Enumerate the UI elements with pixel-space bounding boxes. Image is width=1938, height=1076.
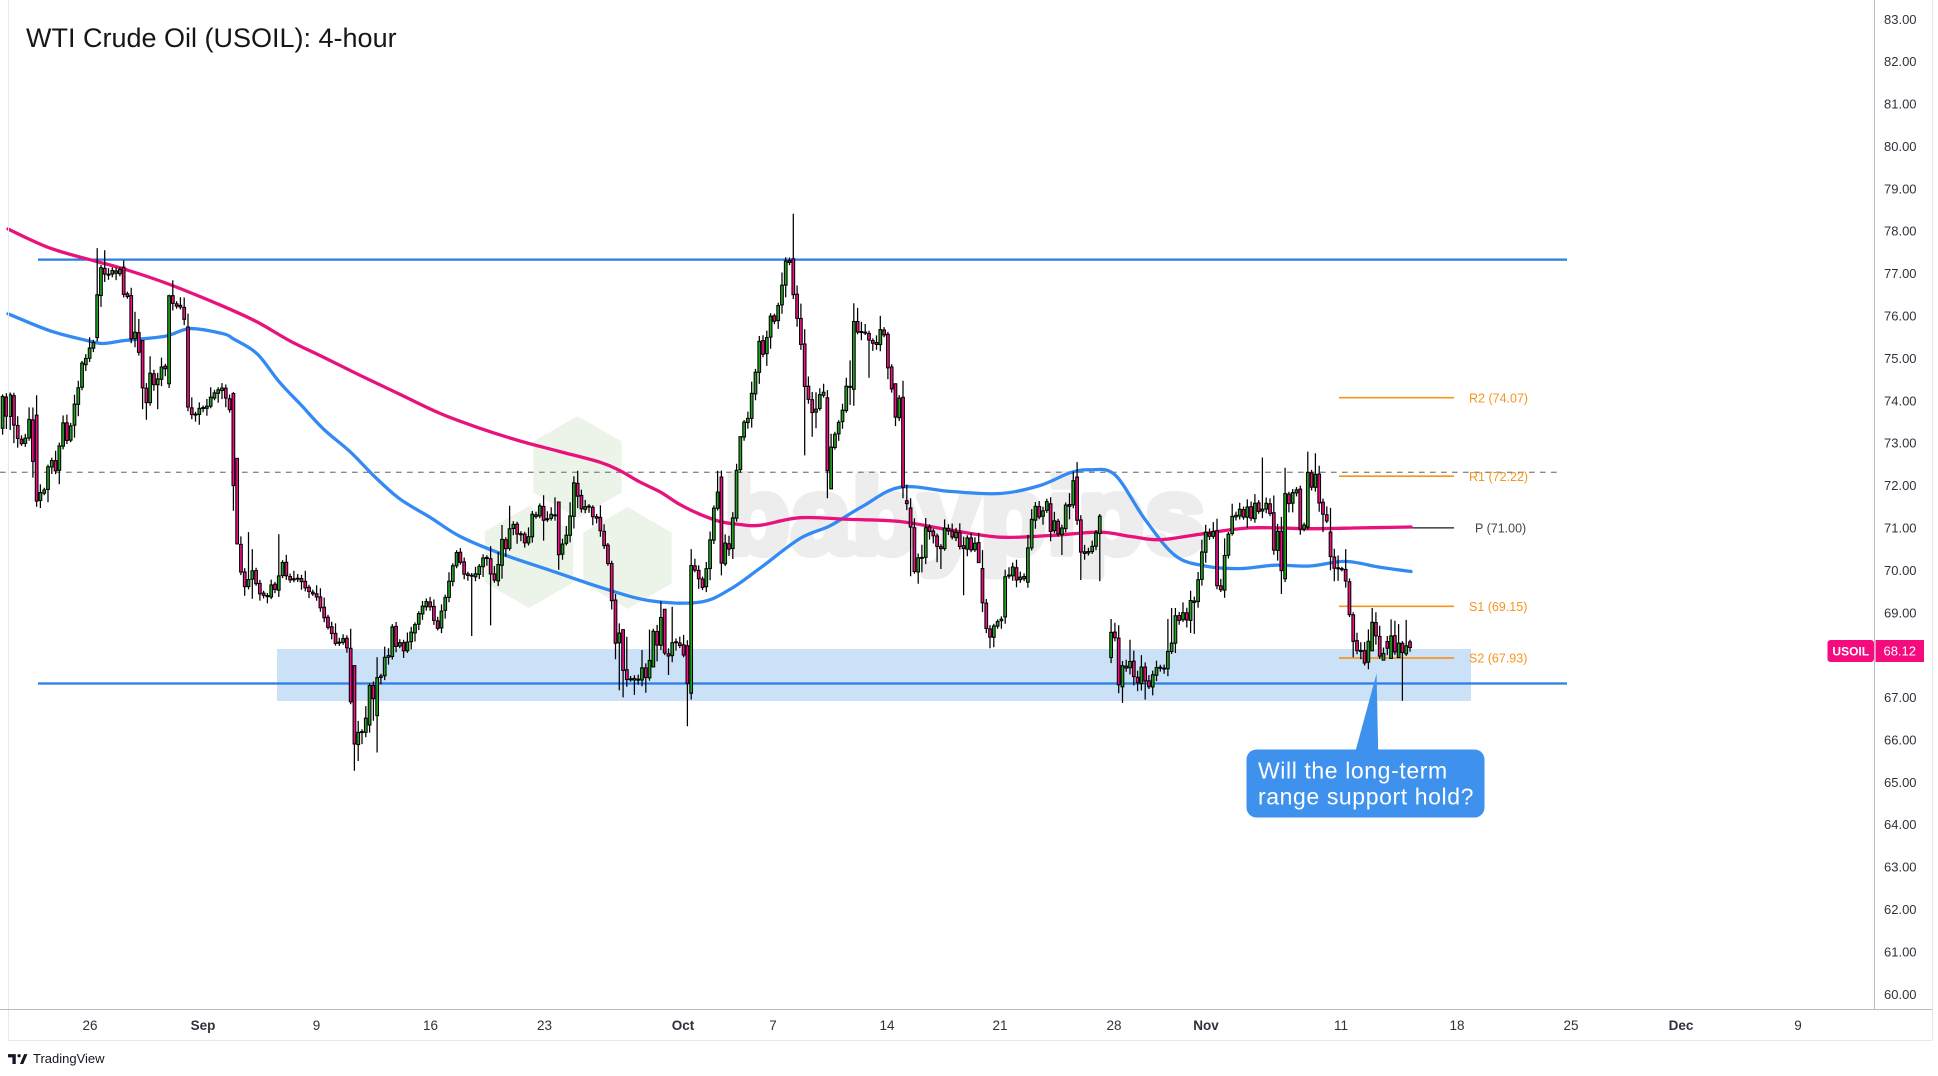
svg-text:11: 11 [1334,1018,1348,1033]
svg-text:76.00: 76.00 [1884,309,1917,324]
svg-text:80.00: 80.00 [1884,139,1917,154]
svg-text:21: 21 [992,1018,1007,1033]
svg-text:83.00: 83.00 [1884,12,1917,27]
svg-text:14: 14 [879,1018,895,1033]
svg-text:67.00: 67.00 [1884,690,1917,705]
svg-text:72.00: 72.00 [1884,478,1917,493]
svg-text:S1 (69.15): S1 (69.15) [1469,600,1527,614]
svg-text:S2 (67.93): S2 (67.93) [1469,652,1527,666]
svg-text:65.00: 65.00 [1884,775,1917,790]
svg-text:64.00: 64.00 [1884,817,1917,832]
svg-text:73.00: 73.00 [1884,436,1917,451]
svg-text:Dec: Dec [1669,1018,1694,1033]
svg-text:61.00: 61.00 [1884,944,1917,959]
svg-text:9: 9 [313,1018,321,1033]
svg-text:78.00: 78.00 [1884,224,1917,239]
svg-text:Will the long-term: Will the long-term [1258,758,1448,784]
svg-text:66.00: 66.00 [1884,732,1917,747]
svg-text:28: 28 [1106,1018,1121,1033]
svg-text:79.00: 79.00 [1884,181,1917,196]
svg-text:Nov: Nov [1193,1018,1219,1033]
svg-text:7: 7 [769,1018,777,1033]
svg-text:USOIL: USOIL [1832,645,1869,659]
svg-text:70.00: 70.00 [1884,563,1917,578]
svg-text:68.12: 68.12 [1883,644,1916,659]
svg-text:62.00: 62.00 [1884,902,1917,917]
svg-text:69.00: 69.00 [1884,605,1917,620]
svg-text:Oct: Oct [672,1018,695,1033]
svg-text:R2 (74.07): R2 (74.07) [1469,391,1528,405]
svg-text:77.00: 77.00 [1884,266,1917,281]
svg-text:18: 18 [1449,1018,1464,1033]
svg-text:babypips: babypips [724,455,1206,576]
svg-text:74.00: 74.00 [1884,393,1917,408]
svg-text:Sep: Sep [191,1018,216,1033]
svg-text:R1 (72.22): R1 (72.22) [1469,470,1528,484]
svg-text:23: 23 [537,1018,552,1033]
svg-text:81.00: 81.00 [1884,97,1917,112]
svg-text:25: 25 [1563,1018,1578,1033]
svg-text:75.00: 75.00 [1884,351,1917,366]
svg-text:82.00: 82.00 [1884,54,1917,69]
svg-text:TradingView: TradingView [33,1051,105,1066]
svg-text:71.00: 71.00 [1884,521,1917,536]
svg-text:range support hold?: range support hold? [1258,784,1474,810]
svg-text:60.00: 60.00 [1884,987,1917,1002]
svg-text:63.00: 63.00 [1884,860,1917,875]
svg-text:9: 9 [1794,1018,1802,1033]
svg-text:26: 26 [82,1018,97,1033]
svg-text:16: 16 [423,1018,438,1033]
svg-text:P (71.00): P (71.00) [1475,521,1526,535]
svg-text:WTI Crude Oil (USOIL): 4-hour: WTI Crude Oil (USOIL): 4-hour [26,23,397,53]
